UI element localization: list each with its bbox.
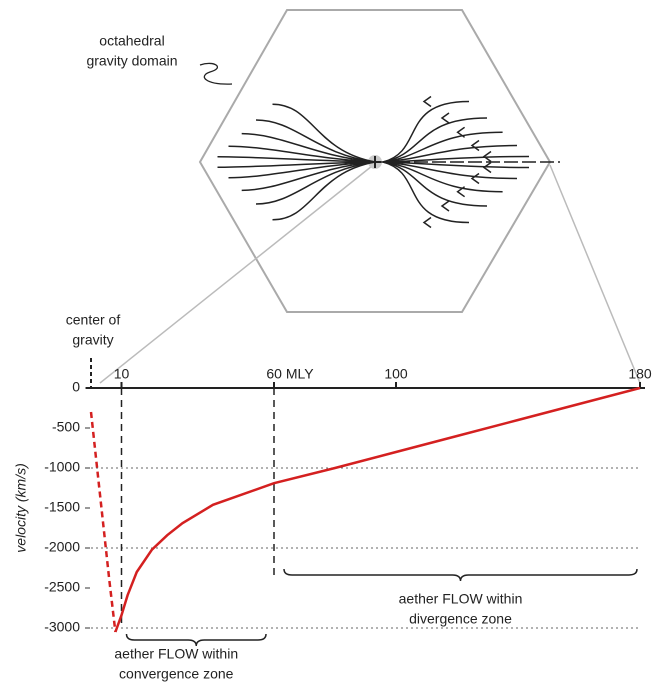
field-line [228,145,376,163]
field-line [228,161,376,179]
annotation: gravity [72,332,113,348]
data-line [89,411,117,633]
arrow-head [470,139,480,152]
field-line [382,100,470,163]
arrow-head [422,95,432,108]
field-line [241,132,376,163]
field-line [382,144,518,163]
x-tick-label: 10 [114,366,130,382]
diagram-label: octahedral [99,33,164,49]
field-line [241,161,376,192]
annotation: center of [66,312,121,328]
brace [283,568,638,582]
arrow-head [422,216,432,229]
field-line [255,119,376,163]
field-line [382,161,518,180]
annotation: aether FLOW within [114,646,238,662]
field-lines [217,95,560,229]
field-line [382,131,503,163]
brace [125,633,267,647]
arrow-head [470,172,480,185]
arrow-head [456,126,466,138]
field-line [382,161,503,193]
label-pointer [199,62,233,85]
cross [369,156,381,168]
hexagon [198,9,552,313]
annotation: aether FLOW within [399,591,523,607]
arrow-head [482,150,492,163]
field-line [255,161,376,205]
y-tick-label: -500 [52,419,80,435]
y-tick-label: 0 [72,379,80,395]
arrow-head [456,186,466,198]
y-tick-label: -3000 [44,619,80,635]
field-line [272,161,376,221]
connector [99,165,373,384]
arrow-head [482,161,492,174]
y-axis-label: velocity (km/s) [13,463,29,552]
data-line [114,386,641,633]
arrow-head [440,112,450,124]
x-tick-label: 60 MLY [266,366,314,382]
x-tick-label: 180 [628,366,652,382]
annotation: convergence zone [119,666,234,682]
field-line [217,161,376,168]
y-tick-label: -2000 [44,539,80,555]
connector [549,164,641,384]
y-tick-label: -1500 [44,499,80,515]
y-tick-label: -2500 [44,579,80,595]
field-line [272,103,376,163]
x-tick-label: 100 [384,366,408,382]
diagram-label: gravity domain [86,53,177,69]
y-tick-label: -1000 [44,459,80,475]
field-line [382,161,488,207]
arrow-head [440,200,450,212]
field-line [217,156,376,163]
field-line [382,161,470,224]
field-line [382,117,488,163]
annotation: divergence zone [409,611,512,627]
